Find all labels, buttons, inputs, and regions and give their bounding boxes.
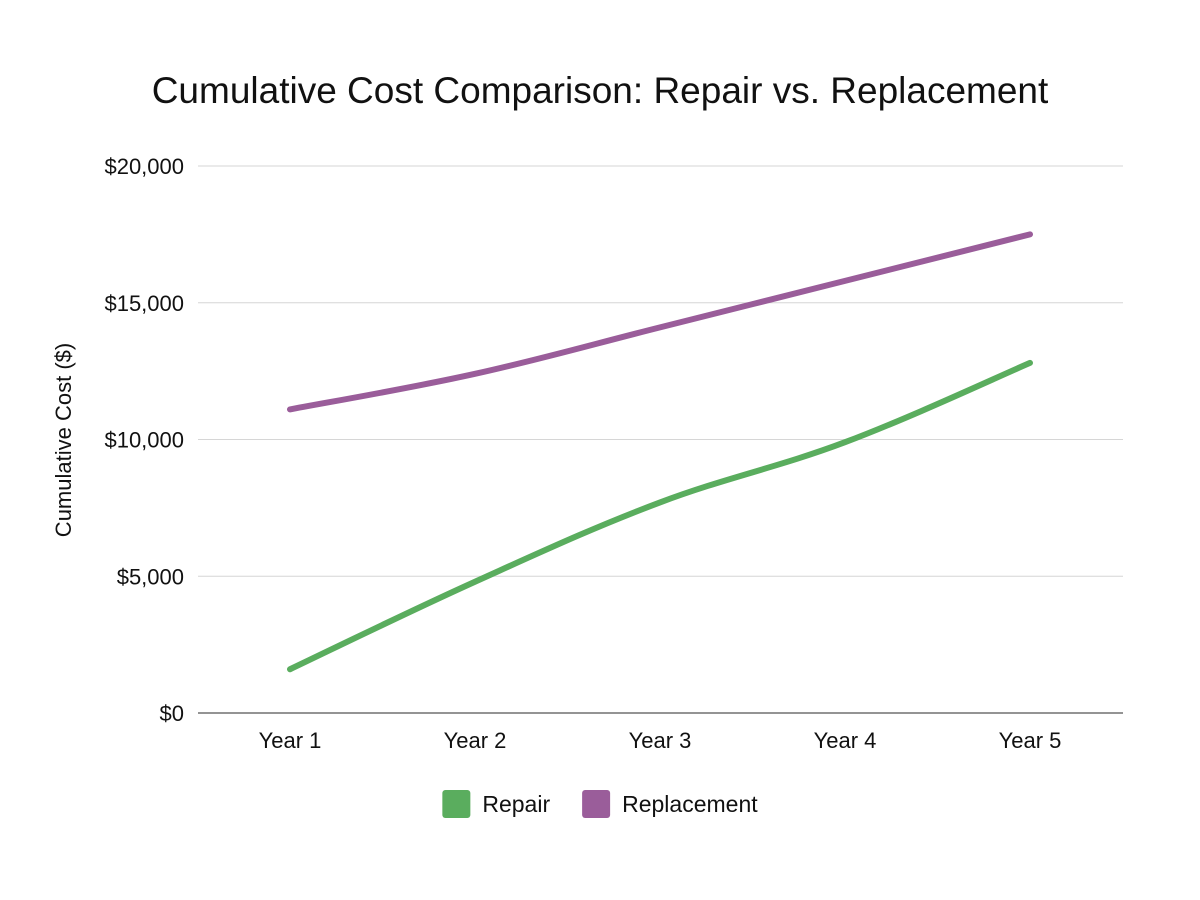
x-tick-label: Year 1 bbox=[259, 728, 322, 753]
gridlines bbox=[198, 165, 1123, 714]
x-tick-label: Year 2 bbox=[444, 728, 507, 753]
y-tick-label: $5,000 bbox=[117, 564, 184, 589]
legend: Repair Replacement bbox=[442, 790, 758, 818]
chart-title: Cumulative Cost Comparison: Repair vs. R… bbox=[152, 70, 1049, 111]
legend-label-replacement: Replacement bbox=[622, 791, 758, 817]
legend-label-repair: Repair bbox=[482, 791, 550, 817]
legend-item-repair: Repair bbox=[442, 790, 550, 818]
legend-item-replacement: Replacement bbox=[582, 790, 758, 818]
series-line-repair bbox=[287, 359, 1033, 673]
y-axis-title: Cumulative Cost ($) bbox=[51, 343, 76, 537]
y-tick-label: $10,000 bbox=[104, 428, 184, 453]
x-tick-label: Year 3 bbox=[629, 728, 692, 753]
y-tick-label: $0 bbox=[160, 701, 184, 726]
series-lines bbox=[287, 231, 1033, 673]
x-axis-ticks: Year 1 Year 2 Year 3 Year 4 Year 5 bbox=[259, 728, 1062, 753]
y-tick-label: $20,000 bbox=[104, 154, 184, 179]
legend-swatch-replacement bbox=[582, 790, 611, 818]
y-tick-label: $15,000 bbox=[104, 291, 184, 316]
legend-swatch-repair bbox=[442, 790, 471, 818]
series-line-replacement bbox=[287, 231, 1033, 413]
x-tick-label: Year 5 bbox=[999, 728, 1062, 753]
y-axis-ticks: $0 $5,000 $10,000 $15,000 $20,000 bbox=[104, 154, 184, 726]
x-tick-label: Year 4 bbox=[814, 728, 877, 753]
